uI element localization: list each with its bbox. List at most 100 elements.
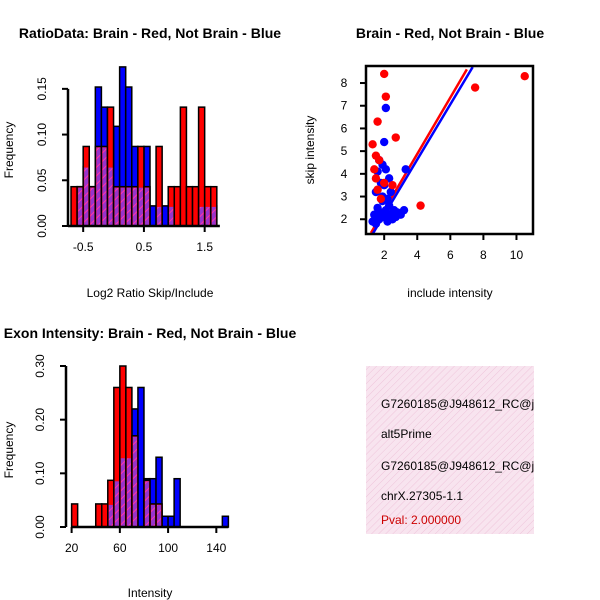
intensity-scatter: Brain - Red, Not Brain - Blue 2 4 6 8 10 2 3 4 5…: [303, 25, 544, 300]
intensity-bar-not-brain: [161, 515, 169, 528]
scatter-points: [368, 69, 529, 228]
scatter-point-brain: [373, 117, 382, 126]
scatter-point-not-brain: [383, 194, 392, 204]
scatter-y-tick-label: 7: [341, 99, 348, 113]
probe-info-box: G7260185@J948612_RC@j_at alt5Prime G7260…: [366, 366, 551, 534]
ratio-bar-overlap: [144, 187, 149, 225]
ratio-y-tick-label: 0.05: [35, 168, 49, 192]
ratio-bar-not-brain: [149, 205, 157, 227]
ratio-bar-overlap: [96, 147, 101, 225]
ratio-bar-overlap: [102, 147, 107, 225]
ratio-bar-brain: [70, 185, 78, 227]
scatter-y-tick-label: 6: [341, 121, 348, 135]
intensity-x-tick-label: 100: [158, 541, 178, 555]
ratio-bar-overlap: [138, 187, 143, 225]
scatter-y-tick-label: 8: [341, 76, 348, 90]
ratio-y-tick-label: 0.00: [35, 214, 49, 238]
scatter-point-brain: [388, 180, 397, 190]
intensity-bar-overlap: [114, 481, 119, 526]
ratio-x-tick-label: 1.5: [196, 240, 213, 254]
ratio-bar-overlap: [90, 187, 95, 225]
ratio-x-label: Log2 Ratio Skip/Include: [87, 286, 214, 300]
scatter-y-tick-label: 5: [341, 144, 348, 158]
intensity-y-tick-label: 0.30: [33, 354, 47, 378]
scatter-point-not-brain: [381, 165, 391, 174]
scatter-point-not-brain: [386, 187, 396, 197]
scatter-y-tick-label: 2: [341, 212, 348, 226]
intensity-y-tick-label: 0.10: [33, 461, 47, 485]
ratio-bar-overlap: [126, 187, 131, 225]
ratio-bar-brain: [185, 185, 194, 227]
ratio-bar-brain: [179, 106, 188, 227]
intensity-title: Exon Intensity: Brain - Red, Not Brain -…: [4, 325, 297, 341]
scatter-y-tick-label: 4: [341, 167, 348, 181]
intensity-bar-overlap: [132, 436, 137, 526]
ratio-bar-overlap: [157, 206, 162, 225]
event-type: alt5Prime: [381, 427, 432, 441]
intensity-x-tick-label: 20: [65, 541, 79, 555]
intensity-bar-overlap: [144, 481, 149, 526]
scatter-x-label: include intensity: [407, 286, 492, 300]
intensity-bar-not-brain: [137, 386, 145, 528]
intensity-bar-not-brain: [221, 515, 230, 528]
scatter-point-not-brain: [399, 205, 409, 215]
scatter-point-not-brain: [381, 103, 391, 113]
scatter-point-brain: [520, 72, 529, 81]
ratio-axes: -0.5 0.5 1.5 0.00 0.05 0.10 0.15: [35, 77, 220, 254]
scatter-point-brain: [368, 140, 377, 149]
ratio-x-tick-label: -0.5: [73, 240, 94, 254]
scatter-point-brain: [370, 165, 379, 174]
ratio-y-tick-label: 0.15: [35, 77, 49, 101]
scatter-x-tick-label: 4: [414, 248, 421, 262]
intensity-histogram: Exon Intensity: Brain - Red, Not Brain -…: [2, 325, 296, 600]
scatter-y-tick-label: 3: [341, 190, 348, 204]
ratio-bar-overlap: [169, 206, 174, 225]
intensity-bars: [70, 365, 230, 528]
intensity-y-label: Frequency: [2, 422, 16, 479]
intensity-y-tick-label: 0.00: [33, 515, 47, 539]
scatter-point-brain: [371, 174, 381, 183]
intensity-x-label: Intensity: [128, 586, 173, 600]
scatter-point-brain: [470, 83, 480, 92]
info-text-clip: G7260185@J948612_RC@j_at alt5Prime G7260…: [381, 397, 551, 527]
probe-id-2: G7260185@J948612_RC@j_at: [381, 459, 551, 473]
intensity-bar-not-brain: [173, 477, 181, 528]
scatter-x-tick-label: 6: [447, 248, 454, 262]
intensity-bar-brain: [101, 503, 109, 528]
scatter-x-tick-label: 8: [480, 248, 487, 262]
ratio-bar-brain: [191, 185, 200, 227]
intensity-bar-not-brain: [167, 515, 175, 528]
intensity-bar-overlap: [126, 458, 131, 526]
intensity-bar-brain: [94, 503, 103, 528]
ratio-y-tick-label: 0.10: [35, 123, 49, 147]
scatter-axes: 2 4 6 8 10 2 3 4 5 6 7 8: [341, 76, 524, 262]
scatter-point-brain: [381, 92, 391, 101]
scatter-point-brain: [416, 201, 425, 210]
intensity-bar-overlap: [108, 504, 113, 526]
scatter-x-tick-label: 2: [381, 248, 388, 262]
scatter-x-tick-label: 10: [510, 248, 524, 262]
scatter-point-brain: [375, 156, 384, 165]
intensity-axes: 20 60 100 140 0.00 0.10 0.20 0.30: [33, 354, 229, 555]
intensity-y-tick-label: 0.20: [33, 408, 47, 432]
probe-id-1: G7260185@J948612_RC@j_at: [381, 397, 551, 411]
intensity-bar-overlap: [151, 504, 156, 526]
scatter-point-brain: [379, 178, 389, 188]
intensity-bar-overlap: [157, 504, 162, 526]
ratio-x-tick-label: 0.5: [136, 240, 153, 254]
scatter-point-brain: [391, 133, 400, 142]
intensity-x-tick-label: 140: [206, 541, 226, 555]
intensity-bar-brain: [70, 503, 79, 528]
scatter-title: Brain - Red, Not Brain - Blue: [356, 25, 544, 41]
ratio-bar-not-brain: [161, 205, 169, 227]
info-background: [366, 366, 534, 534]
ratio-y-label: Frequency: [2, 122, 16, 179]
ratio-histogram: RatioData: Brain - Red, Not Brain - Blue…: [2, 25, 281, 300]
scatter-y-label: skip intensity: [303, 116, 317, 185]
chromosome-id: chrX.27305-1.1: [381, 489, 463, 503]
scatter-point-brain: [373, 185, 382, 194]
ratio-bar-brain: [173, 185, 182, 227]
scatter-point-brain: [376, 194, 386, 204]
ratio-bar-overlap: [108, 167, 113, 225]
